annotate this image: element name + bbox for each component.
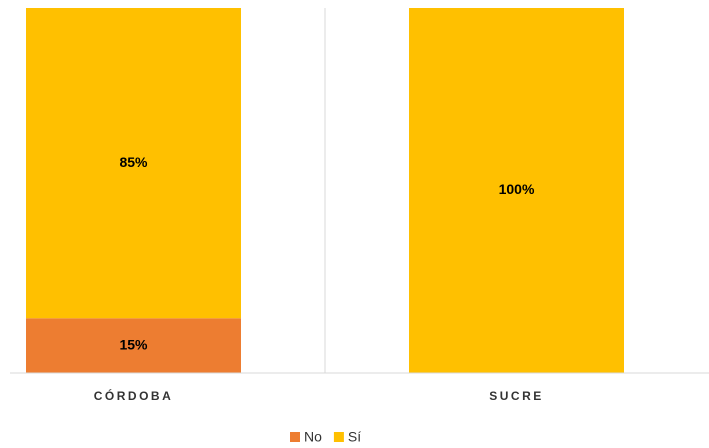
legend-swatch	[333, 432, 344, 442]
bar-segment	[409, 8, 624, 373]
bar-segment	[26, 318, 241, 373]
data-label: 85%	[119, 154, 148, 170]
bar-segment	[26, 8, 241, 319]
legend-label: No	[304, 429, 322, 445]
data-label: 15%	[119, 336, 148, 352]
legend-swatch	[290, 432, 300, 442]
x-tick-label: SUCRE	[489, 389, 544, 403]
x-tick-label: CÓRDOBA	[94, 388, 174, 403]
legend-label: Sí	[348, 429, 361, 445]
data-label: 100%	[499, 181, 535, 197]
